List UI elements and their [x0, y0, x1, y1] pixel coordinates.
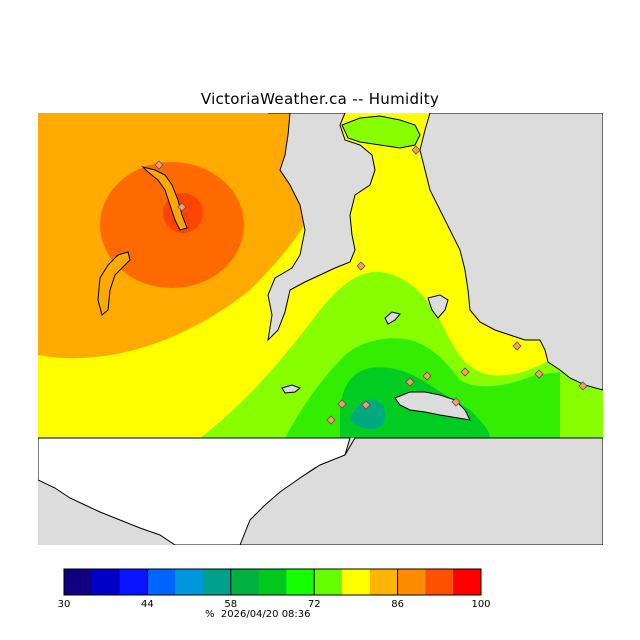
station-diamond-icon: [326, 415, 336, 425]
color-scale-tick-label: 44: [141, 599, 154, 610]
station-diamond-icon: [356, 261, 366, 271]
color-scale-cell: [64, 569, 93, 595]
station-diamond-icon: [337, 399, 347, 409]
map-title: VictoriaWeather.ca -- Humidity: [200, 90, 440, 108]
color-scale-cell: [258, 569, 287, 595]
color-scale-cell: [91, 569, 121, 595]
legend-caption: % 2026/04/20 08:36: [205, 609, 311, 620]
water-coast-right: [239, 437, 603, 545]
island-small-3: [427, 294, 449, 319]
island-west-1: [141, 166, 188, 231]
color-scale-cell: [453, 569, 482, 595]
color-scale-cell: [314, 569, 343, 595]
color-scale-frame: [63, 568, 482, 596]
humidity-zone-teal: [350, 399, 386, 430]
color-scale-cell: [119, 569, 148, 595]
station-diamond-icon: [460, 367, 470, 377]
color-scale-cell: [203, 569, 232, 595]
station-diamond-icon: [534, 369, 544, 379]
island-small-1: [281, 384, 301, 394]
station-diamond-icon: [422, 371, 432, 381]
color-scale-cell: [369, 569, 399, 595]
station-diamond-icon: [177, 202, 187, 212]
color-scale-cell: [397, 569, 426, 595]
island-west-2: [97, 251, 131, 316]
legend-timestamp: 2026/04/20 08:36: [220, 609, 311, 620]
color-scale-tick-label: 86: [391, 599, 404, 610]
color-scale-tick-label: 72: [308, 599, 321, 610]
station-diamond-icon: [361, 400, 371, 410]
color-scale-tick-label: 58: [224, 599, 237, 610]
station-diamond-icon: [411, 145, 421, 155]
color-scale-tick-label: 100: [471, 599, 490, 610]
station-diamond-icon: [154, 160, 164, 170]
station-diamond-icon: [512, 341, 522, 351]
island-sidney: [394, 391, 471, 421]
color-scale-cell: [230, 569, 260, 595]
island-north: [341, 115, 421, 149]
station-diamond-icon: [451, 397, 461, 407]
color-scale-cell: [286, 569, 315, 595]
station-diamond-icon: [405, 377, 415, 387]
land-east: [419, 113, 603, 391]
station-diamond-icon: [578, 381, 588, 391]
color-scale-cell: [147, 569, 176, 595]
station-markers: [154, 145, 588, 425]
color-scale-tick-label: 30: [58, 599, 71, 610]
color-scale-cell: [342, 569, 371, 595]
land-mainland: [267, 113, 376, 342]
legend-unit: %: [205, 609, 215, 620]
color-scale-cell: [425, 569, 454, 595]
color-scale-cell: [175, 569, 204, 595]
island-small-2: [384, 311, 401, 325]
